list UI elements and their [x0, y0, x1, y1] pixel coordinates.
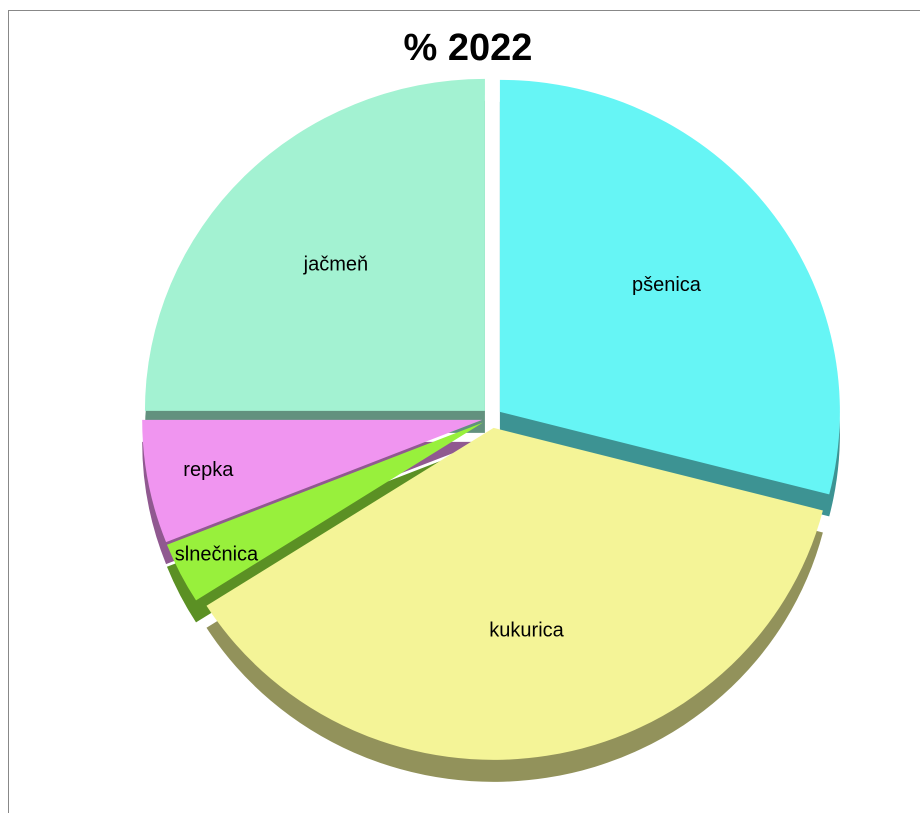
slice-label: jačmeň — [303, 254, 368, 276]
slice-label: kukurica — [489, 619, 564, 641]
chart-title: % 2022 — [404, 27, 533, 69]
slice — [206, 427, 823, 760]
pie — [142, 78, 840, 760]
slice-label: slnečnica — [175, 543, 259, 565]
slice-label: pšenica — [632, 274, 702, 296]
slice — [499, 79, 840, 495]
slice — [166, 422, 484, 601]
labels: pšenica kukurica slnečnica repka jačmeň — [175, 254, 702, 642]
slice — [142, 419, 483, 543]
slice — [144, 78, 485, 411]
slice-label: repka — [183, 459, 234, 481]
